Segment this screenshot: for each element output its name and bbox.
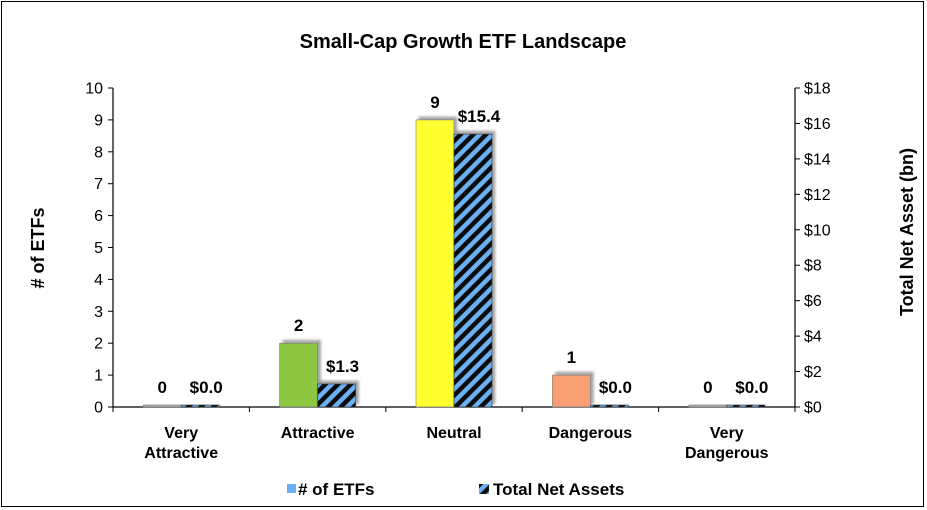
legend-label-assets: Total Net Assets <box>493 480 624 499</box>
y2-tick-label: $4 <box>804 329 822 346</box>
data-label-net-assets: $1.3 <box>326 357 359 376</box>
x-tick-label: Dangerous <box>549 425 633 442</box>
y-tick-label: 1 <box>94 368 103 385</box>
chart-title: Small-Cap Growth ETF Landscape <box>300 31 627 53</box>
legend-swatch-etfs <box>287 484 296 493</box>
bar-etf-count <box>142 404 182 408</box>
y2-tick-label: $2 <box>804 364 822 381</box>
data-label-net-assets: $15.4 <box>458 107 501 126</box>
axes: 012345678910$0$2$4$6$8$10$12$14$16$18Ver… <box>85 81 831 463</box>
legend-swatch-assets <box>479 484 489 494</box>
data-label-etf-count: 0 <box>703 378 712 397</box>
bar-etf-count <box>552 374 591 408</box>
y2-tick-label: $18 <box>804 81 831 98</box>
y2-axis-title: Total Net Asset (bn) <box>897 148 917 316</box>
y2-tick-label: $12 <box>804 187 831 204</box>
data-label-etf-count: 0 <box>157 378 166 397</box>
legend: # of ETFs Total Net Assets <box>287 480 624 499</box>
bar-net-assets <box>453 133 493 408</box>
y-tick-label: 10 <box>85 81 103 98</box>
y2-tick-label: $8 <box>804 258 822 275</box>
y-tick-label: 4 <box>94 272 103 289</box>
data-label-net-assets: $0.0 <box>599 378 632 397</box>
y-tick-label: 0 <box>94 400 103 417</box>
bar-net-assets <box>726 404 766 408</box>
y2-tick-label: $16 <box>804 116 831 133</box>
x-tick-label: Attractive <box>281 425 355 442</box>
data-labels: 0 $0.0 2 $1.3 9 $15.4 1 $0.0 0 $0.0 <box>157 93 768 397</box>
bar-etf-count <box>415 119 455 408</box>
bar-etf-count <box>279 342 318 408</box>
y-tick-label: 8 <box>94 144 103 161</box>
data-label-etf-count: 1 <box>567 348 576 367</box>
y2-tick-label: $6 <box>804 293 822 310</box>
bars <box>142 119 766 408</box>
data-label-etf-count: 9 <box>430 93 439 112</box>
y-axis-title: # of ETFs <box>28 207 48 288</box>
data-label-net-assets: $0.0 <box>190 378 223 397</box>
y2-tick-label: $10 <box>804 222 831 239</box>
y2-tick-label: $14 <box>804 151 831 168</box>
y-tick-label: 3 <box>94 304 103 321</box>
legend-label-etfs: # of ETFs <box>298 480 375 499</box>
y-tick-label: 6 <box>94 208 103 225</box>
y-tick-label: 5 <box>94 240 103 257</box>
y-tick-label: 2 <box>94 336 103 353</box>
bar-net-assets <box>317 383 356 408</box>
y-tick-label: 9 <box>94 112 103 129</box>
data-label-etf-count: 2 <box>294 316 303 335</box>
x-tick-label: Very Attractive <box>144 425 218 462</box>
x-tick-label: Very Dangerous <box>685 425 769 462</box>
bar-net-assets <box>180 404 220 408</box>
x-tick-label: Neutral <box>426 425 481 442</box>
y-tick-label: 7 <box>94 176 103 193</box>
data-label-net-assets: $0.0 <box>735 378 768 397</box>
bar-net-assets <box>590 404 629 408</box>
y2-tick-label: $0 <box>804 400 822 417</box>
bar-etf-count <box>688 404 728 408</box>
